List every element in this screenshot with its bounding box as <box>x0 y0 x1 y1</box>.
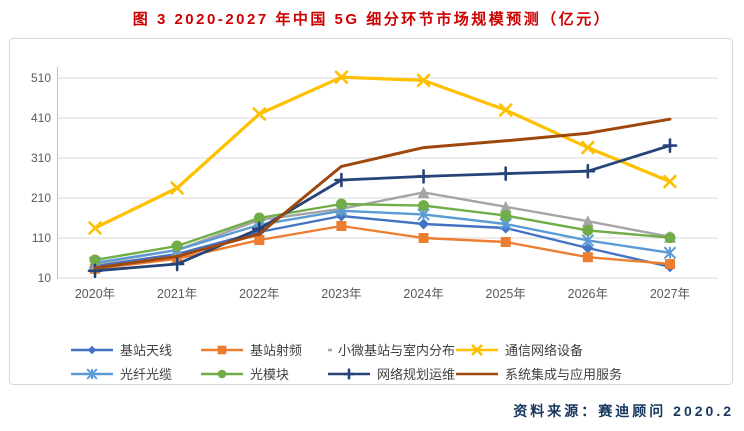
legend-marker-icon <box>71 345 113 354</box>
source-note: 资料来源：赛迪顾问 2020.2 <box>513 403 734 419</box>
legend-item-7: 系统集成与应用服务 <box>455 364 732 383</box>
y-tick-label: 410 <box>31 111 51 125</box>
x-tick-label: 2026年 <box>568 287 608 301</box>
legend-item-3: 通信网络设备 <box>455 340 732 359</box>
legend-label: 系统集成与应用服务 <box>505 367 623 382</box>
legend-item-5: 光模块 <box>200 364 327 383</box>
legend-label: 光纤光缆 <box>120 367 173 382</box>
legend-label: 网络规划运维 <box>376 367 455 382</box>
y-tick-label: 10 <box>38 271 52 285</box>
x-tick-label: 2023年 <box>321 287 361 301</box>
legend-label: 光模块 <box>250 367 290 382</box>
x-tick-label: 2025年 <box>486 287 526 301</box>
x-tick-label: 2021年 <box>157 287 197 301</box>
chart-container: 10 110 210 310 410 510 2020年 2021年 2022年 2023年 202… <box>9 38 733 385</box>
legend-label: 通信网络设备 <box>505 343 584 358</box>
legend-marker-icon <box>71 368 113 379</box>
x-tick-label: 2022年 <box>239 287 279 301</box>
legend-marker-icon <box>328 348 332 351</box>
legend-marker-icon <box>201 345 243 354</box>
x-tick-label: 2027年 <box>650 287 690 301</box>
legend-marker-icon <box>201 369 243 378</box>
legend-label: 基站射频 <box>250 343 303 358</box>
legend-item-1: 基站射频 <box>200 340 327 359</box>
series-line-4 <box>93 209 672 265</box>
chart-legend: 基站天线 基站射频 小微基站与室内分布 通信网络设备光纤光缆 光模块 网络规划运维 系统集成… <box>10 340 732 383</box>
legend-marker-icon <box>456 372 498 375</box>
series-markers-5 <box>89 198 676 266</box>
series-line-0 <box>93 214 672 269</box>
plot-svg: 10 110 210 310 410 510 2020年 2021年 2022年 2023年 202… <box>31 67 718 301</box>
y-tick-label: 110 <box>32 231 51 245</box>
legend-marker-icon <box>328 367 370 380</box>
y-tick-label: 210 <box>31 191 51 205</box>
series-line-3 <box>93 75 672 230</box>
legend-label: 基站天线 <box>120 343 173 358</box>
legend-label: 小微基站与室内分布 <box>337 343 455 358</box>
legend-item-0: 基站天线 <box>70 340 200 359</box>
series-line-5 <box>93 202 672 262</box>
chart-title: 图 3 2020-2027 年中国 5G 细分环节市场规模预测（亿元） <box>132 11 612 28</box>
y-tick-label: 310 <box>31 151 51 165</box>
legend-item-6: 网络规划运维 <box>327 364 455 383</box>
y-tick-label: 510 <box>31 71 51 85</box>
series-markers-6 <box>87 138 678 279</box>
series-markers-3 <box>88 70 677 235</box>
series-line-6 <box>93 144 672 273</box>
legend-marker-icon <box>456 343 498 356</box>
legend-item-2: 小微基站与室内分布 <box>327 340 455 359</box>
page: { "title": "图 3 2020-2027 年中国 5G 细分环节市场规… <box>0 8 744 431</box>
series-line-7 <box>93 117 672 270</box>
x-tick-label: 2020年 <box>75 287 115 301</box>
legend-item-4: 光纤光缆 <box>70 364 200 383</box>
x-tick-label: 2024年 <box>403 287 443 301</box>
series-line-1 <box>93 224 672 271</box>
